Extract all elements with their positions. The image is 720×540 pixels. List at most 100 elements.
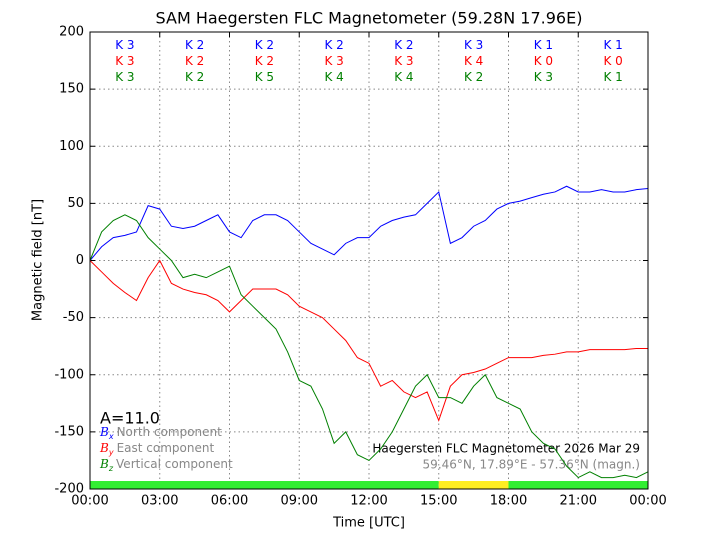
k-index: K 4 — [464, 54, 483, 68]
series-line — [89, 185, 649, 261]
activity-index: A=11.0 — [100, 409, 160, 428]
status-segment — [90, 481, 439, 489]
legend-symbol: B — [99, 457, 109, 471]
k-prefix: K — [534, 38, 543, 52]
k-index: K 5 — [255, 70, 274, 84]
y-axis-label: Magnetic field [nT] — [31, 199, 46, 321]
k-index: K 3 — [534, 70, 553, 84]
k-value: 2 — [197, 38, 205, 52]
k-value: 3 — [476, 38, 484, 52]
y-tick-label: -200 — [54, 482, 84, 497]
k-value: 2 — [197, 70, 205, 84]
k-index: K 3 — [115, 70, 134, 84]
k-index: K 3 — [115, 54, 134, 68]
k-prefix: K — [324, 38, 333, 52]
k-prefix: K — [324, 54, 333, 68]
k-index: K 0 — [603, 54, 622, 68]
k-index: K 3 — [115, 38, 134, 52]
k-index: K 1 — [603, 70, 622, 84]
k-value: 3 — [336, 54, 344, 68]
k-prefix: K — [464, 70, 473, 84]
k-value: 4 — [476, 54, 484, 68]
x-tick-label: 00:00 — [629, 494, 666, 509]
k-value: 2 — [476, 70, 484, 84]
k-index: K 2 — [185, 70, 204, 84]
k-value: 3 — [406, 54, 414, 68]
k-index: K 2 — [185, 54, 204, 68]
k-value: 3 — [127, 38, 135, 52]
k-value: 4 — [336, 70, 344, 84]
k-prefix: K — [115, 38, 124, 52]
k-prefix: K — [115, 54, 124, 68]
k-index: K 2 — [255, 38, 274, 52]
k-index: K 3 — [464, 38, 483, 52]
k-prefix: K — [324, 70, 333, 84]
k-value: 2 — [266, 54, 274, 68]
k-value: 4 — [406, 70, 414, 84]
legend-entry: Bz Vertical component — [99, 457, 233, 473]
k-value: 0 — [615, 54, 623, 68]
k-prefix: K — [255, 38, 264, 52]
legend-symbol: B — [99, 441, 109, 455]
x-tick-label: 09:00 — [281, 494, 318, 509]
legend-subscript: x — [108, 432, 114, 441]
k-value: 3 — [127, 54, 135, 68]
k-prefix: K — [394, 70, 403, 84]
k-prefix: K — [185, 70, 194, 84]
legend-entry: Bx North component — [99, 425, 222, 441]
legend-subscript: z — [108, 464, 114, 473]
legend-symbol: B — [99, 425, 109, 439]
k-index: K 4 — [394, 70, 413, 84]
chart-title: SAM Haegersten FLC Magnetometer (59.28N … — [156, 9, 583, 28]
k-index: K 2 — [394, 38, 413, 52]
x-tick-label: 15:00 — [420, 494, 457, 509]
k-value: 2 — [406, 38, 414, 52]
k-index: K 0 — [534, 54, 553, 68]
k-prefix: K — [394, 54, 403, 68]
k-value: 2 — [197, 54, 205, 68]
x-tick-label: 18:00 — [490, 494, 527, 509]
k-index: K 3 — [324, 54, 343, 68]
status-segment — [508, 481, 648, 489]
k-value: 1 — [615, 38, 623, 52]
x-axis-label: Time [UTC] — [332, 516, 405, 531]
annotation: Haegersten FLC Magnetometer 2026 Mar 29 — [372, 442, 640, 456]
k-index: K 2 — [324, 38, 343, 52]
k-prefix: K — [464, 38, 473, 52]
legend-entry: By East component — [99, 441, 214, 457]
k-value: 5 — [266, 70, 274, 84]
k-value: 1 — [615, 70, 623, 84]
k-prefix: K — [534, 54, 543, 68]
y-tick-label: 200 — [59, 25, 84, 40]
k-value: 2 — [266, 38, 274, 52]
x-tick-label: 00:00 — [71, 494, 108, 509]
k-prefix: K — [185, 54, 194, 68]
k-index: K 3 — [394, 54, 413, 68]
k-index: K 2 — [185, 38, 204, 52]
k-prefix: K — [534, 70, 543, 84]
legend-subscript: y — [108, 448, 114, 457]
k-value: 0 — [545, 54, 553, 68]
plot-frame — [89, 31, 649, 490]
k-index: K 1 — [534, 38, 553, 52]
y-tick-label: 50 — [67, 196, 84, 211]
k-prefix: K — [603, 54, 612, 68]
status-segment — [438, 481, 509, 489]
x-tick-label: 21:00 — [560, 494, 597, 509]
x-tick-label: 06:00 — [211, 494, 248, 509]
k-value: 1 — [545, 38, 553, 52]
k-prefix: K — [603, 38, 612, 52]
k-prefix: K — [394, 38, 403, 52]
annotation: 59.46°N, 17.89°E - 57.36°N (magn.) — [423, 458, 640, 472]
series-line — [89, 214, 649, 479]
y-tick-label: -100 — [54, 367, 84, 382]
y-tick-label: 150 — [59, 82, 84, 97]
legend-label: Vertical component — [116, 457, 233, 471]
k-index: K 4 — [324, 70, 343, 84]
x-tick-label: 12:00 — [350, 494, 387, 509]
y-tick-label: -150 — [54, 424, 84, 439]
k-prefix: K — [603, 70, 612, 84]
k-index: K 1 — [603, 38, 622, 52]
k-value: 2 — [336, 38, 344, 52]
